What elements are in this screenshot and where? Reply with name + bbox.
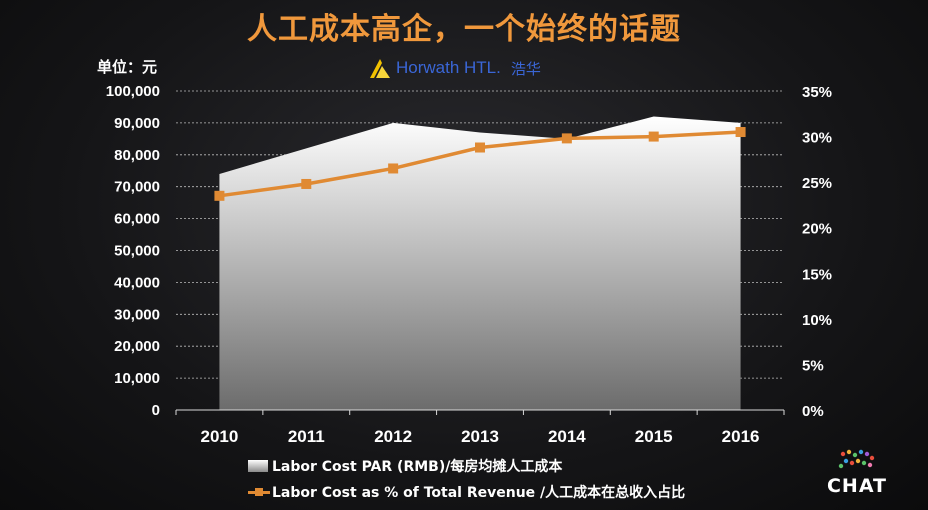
x-tick-label: 2013 [461, 427, 499, 446]
line-swatch [248, 485, 270, 499]
axes: 0 10,000 20,000 30,000 40,000 50,000 60,000 70,… [106, 83, 832, 446]
y-right-tick-label: 25% [802, 175, 832, 192]
line-marker [475, 142, 485, 153]
legend-label-line: Labor Cost as % of Total Revenue /人工成本在总… [272, 485, 686, 501]
area-swatch [248, 460, 268, 472]
y-right-tick-label: 5% [802, 357, 824, 374]
y-left-tick-label: 10,000 [114, 370, 160, 387]
y-left-tick-label: 70,000 [114, 179, 160, 196]
y-right-tick-label: 10% [802, 312, 832, 329]
x-tick-label: 2016 [722, 427, 760, 446]
y-right-tick-label: 15% [802, 266, 832, 283]
line-marker [735, 127, 746, 138]
brand-name: Horwath HTL. [396, 58, 501, 77]
y-left-tick-label: 60,000 [114, 211, 160, 228]
y-right-tick-label: 0% [802, 403, 824, 420]
y-left-tick-label: 50,000 [114, 243, 160, 260]
y-right-tick-label: 35% [802, 84, 832, 101]
y-left-tick-label: 100,000 [106, 83, 160, 100]
page-title: 人工成本高企，一个始终的话题 [247, 12, 681, 47]
legend-item-area: Labor Cost PAR (RMB)/每房均摊人工成本 [248, 455, 685, 477]
line-marker [214, 190, 225, 201]
y-left-tick-label: 30,000 [114, 306, 160, 323]
y-right-tick-label: 20% [802, 221, 832, 238]
line-marker [561, 133, 572, 144]
x-tick-label: 2012 [374, 427, 412, 446]
y-left-tick-label: 80,000 [114, 147, 160, 164]
y-left-tick-label: 20,000 [114, 338, 160, 355]
x-tick-label: 2010 [201, 427, 239, 446]
legend-label-area: Labor Cost PAR (RMB)/每房均摊人工成本 [272, 459, 563, 475]
unit-label: 单位：元 [97, 58, 158, 76]
brand-name-cn: 浩华 [510, 59, 541, 78]
area-fill [219, 116, 741, 411]
y-left-tick-label: 0 [152, 402, 160, 419]
y-left-tick-label: 40,000 [114, 274, 160, 291]
chat-logo: CHAT [822, 448, 892, 497]
legend-item-line: Labor Cost as % of Total Revenue /人工成本在总… [248, 481, 685, 503]
brand-logo: Horwath HTL. 浩华 [368, 57, 541, 79]
line-series [214, 127, 746, 201]
area-series [219, 116, 741, 411]
x-tick-label: 2015 [635, 427, 673, 446]
line-marker [648, 131, 659, 142]
chat-logo-text: CHAT [826, 475, 888, 497]
y-right-tick-label: 30% [802, 130, 832, 147]
x-tick-label: 2011 [288, 427, 325, 446]
x-tick-label: 2014 [548, 427, 586, 446]
y-left-tick-label: 90,000 [114, 115, 160, 132]
line-marker [388, 163, 399, 174]
line-marker [301, 178, 312, 189]
legend: Labor Cost PAR (RMB)/每房均摊人工成本 Labor Cost… [248, 455, 685, 507]
horwath-logo-icon [370, 59, 390, 78]
chat-dots-icon [838, 449, 875, 469]
